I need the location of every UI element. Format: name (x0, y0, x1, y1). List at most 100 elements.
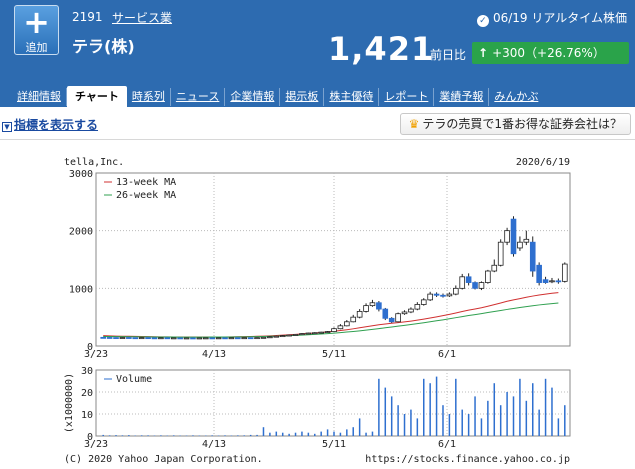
volume-x-tick-label: 5/11 (322, 439, 346, 450)
candle (170, 337, 177, 340)
realtime-label: 06/19 リアルタイム株価 (492, 11, 627, 25)
candle (215, 337, 222, 340)
candle-body (549, 280, 555, 283)
candle-body (222, 337, 228, 340)
price-change-badge: ↑ +300（+26.76%） (472, 42, 629, 64)
candle-body (529, 241, 536, 272)
tab-2[interactable]: 時系列 (127, 88, 171, 106)
legend-volume-label: Volume (116, 374, 152, 385)
candle (247, 337, 254, 340)
candle (529, 236, 536, 277)
candle-body (453, 287, 459, 295)
source-url: https://stocks.finance.yahoo.co.jp (365, 454, 570, 465)
candle (202, 337, 209, 340)
candle (299, 333, 305, 336)
candle (331, 327, 337, 332)
candle (376, 301, 382, 312)
candle (478, 281, 485, 291)
candle-body (478, 282, 485, 289)
candle-body (158, 337, 164, 340)
tab-7[interactable]: レポート (379, 88, 435, 106)
candle (260, 336, 267, 339)
candle-body (427, 293, 433, 301)
x-tick-label: 6/1 (438, 349, 456, 360)
candle-body (100, 336, 107, 339)
candle (273, 335, 280, 338)
candle-body (388, 317, 395, 323)
company-name: テラ(株) (72, 37, 135, 56)
tab-1[interactable]: チャート (67, 86, 127, 107)
candle (241, 337, 248, 340)
volume-tick-label: 10 (81, 410, 93, 421)
candle (453, 285, 459, 296)
add-to-portfolio-button[interactable]: + 追加 (14, 5, 59, 55)
crown-icon: ♛ (408, 117, 420, 131)
candle-body (517, 241, 523, 249)
candle-body (363, 305, 369, 312)
candle-body (408, 308, 414, 313)
candle (465, 273, 472, 286)
candle-body (446, 293, 453, 297)
candle-body (344, 321, 350, 327)
candle-body (260, 336, 267, 339)
candle (138, 337, 145, 340)
candle (177, 337, 183, 340)
candle (459, 273, 466, 290)
tab-5[interactable]: 掲示板 (280, 88, 325, 106)
candle-body (305, 332, 312, 335)
candle (485, 269, 491, 284)
tab-8[interactable]: 業績予報 (434, 88, 490, 106)
candle (344, 320, 350, 327)
tab-4[interactable]: 企業情報 (225, 88, 281, 106)
candle-body (209, 337, 215, 340)
candle-body (247, 337, 254, 340)
candle (510, 216, 517, 257)
candle (305, 332, 312, 335)
candle-body (395, 313, 401, 323)
candle (440, 293, 446, 298)
chart-toolbar: ▼ 指標を表示する ♛ テラの売買で1番お得な証券会社は？ (0, 110, 635, 140)
volume-frame (95, 369, 571, 437)
candle-body (318, 331, 324, 334)
candle (183, 337, 190, 340)
tab-0[interactable]: 詳細情報 (12, 88, 67, 106)
candle (395, 312, 401, 323)
candle-body (292, 334, 299, 336)
tab-6[interactable]: 株主優待 (324, 88, 380, 106)
candle (106, 337, 113, 339)
volume-axis-label: (x1000000) (64, 373, 75, 433)
candle (414, 302, 421, 311)
show-indicators-label: 指標を表示する (14, 118, 99, 132)
tab-3[interactable]: ニュース (171, 88, 226, 106)
candle-body (215, 337, 222, 340)
candle-body (196, 337, 203, 340)
volume-x-tick-label: 4/13 (202, 439, 226, 450)
candle-body (151, 337, 158, 340)
candle (228, 337, 235, 340)
candle (318, 331, 324, 334)
candle-body (440, 294, 446, 297)
tab-9[interactable]: みんかぶ (494, 90, 539, 103)
price-tick-label: 1000 (69, 284, 93, 295)
nav-tabs: 詳細情報 チャート 時系列 ニュース 企業情報 掲示板 株主優待 レポート 業績予報 みんかぶ (12, 86, 543, 107)
volume-x-tick-label: 3/23 (84, 439, 108, 450)
candle (363, 303, 369, 313)
stock-code: 2191 (72, 10, 103, 24)
candle (279, 335, 286, 338)
realtime-info: ✓ 06/19 リアルタイム株価 (476, 9, 627, 27)
candle (561, 262, 568, 283)
candle (536, 262, 542, 286)
candle-body (235, 337, 241, 340)
candle-body (106, 337, 113, 339)
candle-body (286, 334, 292, 337)
show-indicators-link[interactable]: ▼ 指標を表示する (2, 116, 98, 133)
candle (292, 334, 299, 336)
candle-body (472, 282, 478, 289)
candle-body (523, 238, 530, 243)
industry-link[interactable]: サービス業 (112, 11, 173, 25)
candle-body (401, 311, 408, 315)
candle-body (536, 264, 542, 283)
broker-button[interactable]: ♛ テラの売買で1番お得な証券会社は？ (399, 113, 631, 135)
plus-icon: + (23, 3, 50, 41)
price-legend: 13-week MA 26-week MA (104, 177, 176, 201)
